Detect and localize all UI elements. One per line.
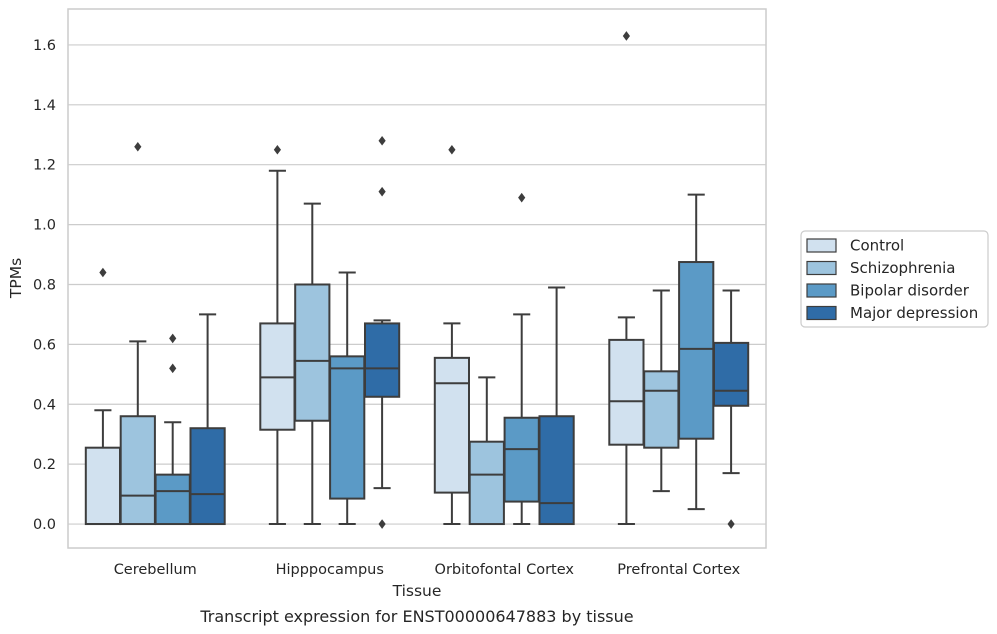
outlier-point	[727, 519, 735, 529]
box	[608, 31, 645, 526]
outlier-point	[273, 144, 281, 155]
y-tick-label: 1.4	[33, 98, 56, 114]
box-iqr	[363, 322, 401, 398]
y-tick-label: 0.2	[33, 457, 56, 473]
box-iqr	[329, 355, 366, 500]
legend-swatch	[806, 283, 837, 298]
legend: Control Schizophrenia Bipolar disorder Majo…	[800, 230, 989, 328]
grid-lines	[68, 44, 766, 525]
legend-entry: Schizophrenia	[850, 259, 955, 277]
box	[643, 289, 680, 493]
box	[259, 144, 296, 526]
y-tick-labels: 0.0 0.2 0.4 0.6 0.8 1.0 1.2 1.4 1.6	[33, 38, 56, 533]
outlier-point	[378, 135, 386, 146]
y-tick-label: 0.6	[33, 337, 56, 353]
outlier-point	[518, 192, 526, 203]
legend-swatch	[806, 238, 837, 253]
outlier-point	[378, 519, 386, 529]
box	[433, 144, 471, 526]
chart-caption: Transcript expression for ENST0000064788…	[199, 607, 633, 626]
box-iqr	[468, 440, 505, 526]
box	[119, 141, 156, 526]
box	[712, 289, 750, 529]
outlier-point	[448, 144, 456, 155]
outlier-point	[169, 363, 177, 374]
outlier-point	[134, 141, 142, 152]
box-iqr	[503, 416, 540, 503]
box-iqr	[294, 283, 331, 422]
box	[503, 192, 540, 526]
x-tick-labels: Cerebellum Hipppocampus Orbitofontal Corte…	[114, 562, 741, 578]
box	[468, 376, 505, 526]
y-tick-label: 1.6	[33, 38, 56, 54]
box-iqr	[608, 338, 645, 446]
y-axis-label: TPMs	[7, 258, 25, 299]
legend-frame	[800, 230, 989, 328]
legend-entry: Major depression	[850, 304, 978, 322]
box-iqr	[154, 473, 191, 526]
x-tick-label: Prefrontal Cortex	[617, 562, 740, 578]
box-iqr	[119, 415, 156, 526]
box	[189, 313, 226, 526]
box-series	[84, 31, 750, 529]
x-axis-label: Tissue	[392, 582, 442, 600]
box	[363, 135, 401, 529]
y-tick-label: 0.0	[33, 517, 56, 533]
box	[294, 202, 331, 526]
box	[154, 333, 191, 526]
box-iqr	[189, 427, 226, 526]
box-iqr	[643, 370, 680, 449]
x-tick-label: Hipppocampus	[276, 562, 384, 578]
box-iqr	[84, 446, 122, 526]
legend-swatch	[806, 260, 837, 276]
outlier-point	[378, 186, 386, 197]
box	[84, 267, 122, 526]
outlier-point	[169, 333, 177, 344]
box-iqr	[712, 341, 750, 407]
outlier-point	[99, 267, 107, 278]
y-tick-label: 0.4	[33, 397, 56, 413]
x-tick-label: Cerebellum	[114, 562, 197, 578]
y-tick-label: 1.0	[33, 218, 56, 234]
x-tick-label: Orbitofontal Cortex	[435, 562, 575, 578]
legend-entry: Control	[850, 237, 904, 255]
legend-swatch	[806, 305, 837, 321]
plot-frame	[67, 8, 767, 549]
outlier-point	[622, 31, 630, 41]
y-tick-label: 0.8	[33, 277, 56, 293]
box-iqr	[678, 261, 715, 440]
box	[678, 193, 715, 511]
box	[329, 271, 366, 526]
box-iqr	[433, 356, 471, 494]
box-iqr	[538, 415, 575, 526]
y-tick-label: 1.2	[33, 158, 56, 174]
legend-entry: Bipolar disorder	[850, 282, 970, 300]
box	[538, 286, 575, 526]
